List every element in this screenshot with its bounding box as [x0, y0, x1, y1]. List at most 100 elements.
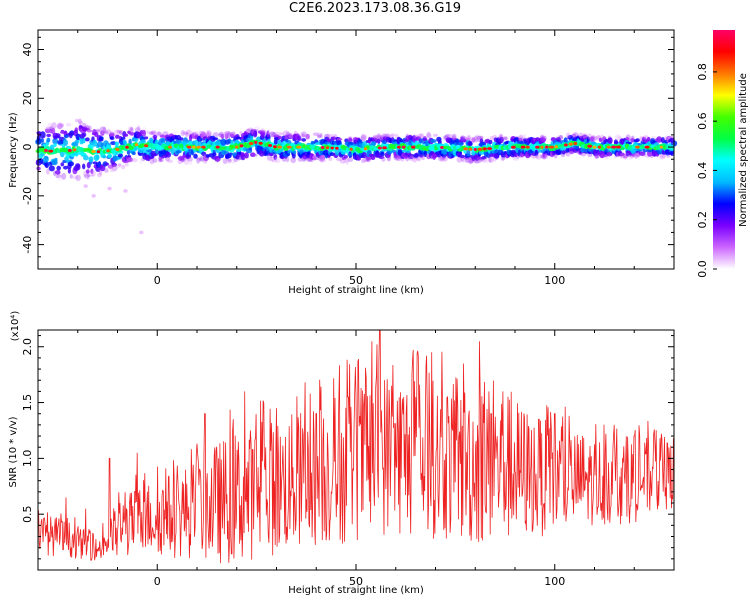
- spectrogram-cell: [466, 149, 471, 157]
- spectrogram-cell: [425, 133, 432, 139]
- spectrogram-cell: [319, 133, 323, 138]
- spectrogram-cell: [606, 145, 611, 149]
- snr-ticks: 0 50 100 0.5 1.0 1.5 2.0: [21, 330, 675, 588]
- y-tick-label: -40: [21, 236, 34, 254]
- colorbar-tick-label: 0.2: [696, 211, 709, 229]
- spectrogram-cell: [372, 137, 377, 141]
- spectrogram-cell: [123, 189, 128, 193]
- spectrogram-cell: [325, 146, 330, 150]
- spectrogram-cell: [102, 155, 106, 159]
- spectrogram-cell: [107, 154, 112, 158]
- spectrogram-cell: [514, 152, 518, 158]
- spectrogram-cell: [86, 174, 91, 177]
- x-tick-label: 50: [349, 575, 363, 588]
- spectrogram-cell: [193, 153, 198, 159]
- spectrogram-cell: [137, 125, 141, 131]
- spectrogram-cell: [117, 163, 122, 167]
- spectrogram-cell: [273, 131, 280, 136]
- spectrogram-cell: [388, 133, 394, 138]
- spectrogram-cell: [408, 153, 415, 159]
- spectrogram-cell: [305, 133, 310, 140]
- spectrogram-cell: [525, 145, 530, 149]
- spectrogram-cell: [144, 136, 149, 140]
- spectrogram-cell: [316, 132, 323, 138]
- spectrogram-cell: [51, 122, 57, 129]
- spectrogram-cell: [360, 135, 367, 142]
- spectrogram-cell: [499, 134, 504, 140]
- spectrogram-cell: [221, 139, 226, 145]
- spectrogram-cell: [113, 129, 120, 137]
- spectrogram-cell: [212, 137, 219, 141]
- spectrogram-cell: [44, 149, 48, 152]
- spectrogram-cell: [534, 149, 539, 156]
- spectrogram-cell: [90, 168, 94, 174]
- spectrogram-cell: [123, 139, 127, 145]
- spectrogram-cell: [297, 135, 302, 142]
- snr-x-axis-label: Height of straight line (km): [288, 585, 424, 596]
- spectrogram-cell: [411, 145, 416, 149]
- spectrogram-y-axis-label: Frequency (Hz): [8, 112, 19, 188]
- spectrogram-cell: [462, 138, 467, 143]
- spectrogram-cell: [250, 152, 256, 157]
- y-tick-label: 0.5: [21, 505, 34, 523]
- spectrogram-cell: [630, 138, 635, 143]
- x-tick-label: 100: [544, 274, 565, 287]
- spectrogram-cell: [363, 134, 368, 140]
- spectrogram-cell: [317, 134, 322, 139]
- spectrogram-cell: [401, 145, 406, 149]
- spectrogram-cell: [423, 150, 428, 158]
- spectrogram-cell: [215, 145, 220, 149]
- spectrogram-cell: [619, 152, 625, 159]
- spectrogram-cell: [292, 150, 297, 155]
- spectrogram-panel: 0 50 100 -40 -20 0 20 40 Height of straight lin…: [8, 29, 678, 296]
- spectrogram-cell: [362, 151, 367, 159]
- spectrogram-cell: [440, 156, 447, 160]
- spectrogram-cell: [92, 139, 98, 147]
- spectrogram-cell: [591, 134, 596, 140]
- spectrogram-cell: [455, 145, 461, 150]
- spectrogram-cell: [564, 143, 568, 147]
- spectrogram-cell: [39, 131, 46, 139]
- spectrogram-cell: [669, 137, 675, 143]
- spectrogram-cell: [55, 133, 61, 138]
- spectrogram-cell: [91, 194, 96, 198]
- colorbar-tick-label: 0.0: [696, 260, 709, 278]
- spectrogram-cell: [319, 158, 324, 163]
- spectrogram-cell: [301, 133, 306, 138]
- spectrogram-cell: [254, 153, 258, 157]
- spectrogram-cell: [59, 123, 65, 128]
- spectrogram-cell: [46, 168, 50, 175]
- spectrogram-cell: [468, 140, 473, 146]
- spectrogram-cell: [412, 134, 418, 139]
- spectrogram-cell: [614, 134, 621, 141]
- spectrogram-cell: [301, 131, 307, 138]
- spectrogram-cell: [382, 146, 387, 150]
- spectrogram-cell: [479, 135, 484, 140]
- spectrogram-cell: [463, 159, 470, 163]
- spectrogram-cell: [159, 135, 166, 138]
- spectrogram-cell: [319, 154, 326, 161]
- spectrogram-cell: [176, 134, 182, 141]
- spectrogram-cell: [589, 136, 594, 142]
- spectrogram-cell: [425, 140, 429, 147]
- spectrogram-cell: [235, 145, 239, 149]
- spectrogram-cell: [312, 132, 320, 136]
- spectrogram-cell: [129, 127, 134, 133]
- spectrogram-cell: [104, 162, 109, 166]
- spectrogram-cell: [142, 130, 146, 137]
- spectrogram-cell: [183, 158, 189, 165]
- spectrogram-cell: [186, 129, 192, 136]
- spectrogram-cell: [95, 128, 101, 133]
- spectrogram-cell: [160, 137, 166, 144]
- spectrogram-cell: [646, 136, 651, 143]
- spectrogram-cell: [161, 155, 165, 159]
- spectrogram-cell: [227, 158, 232, 163]
- spectrogram-cell: [226, 158, 232, 162]
- spectrogram-cell: [618, 152, 624, 158]
- spectrogram-cell: [193, 131, 198, 137]
- colorbar-tick-label: 0.8: [696, 63, 709, 81]
- spectrogram-cell: [557, 135, 563, 140]
- spectrogram-cell: [487, 147, 493, 151]
- spectrogram-cell: [106, 145, 112, 149]
- spectrogram-cell: [148, 131, 155, 135]
